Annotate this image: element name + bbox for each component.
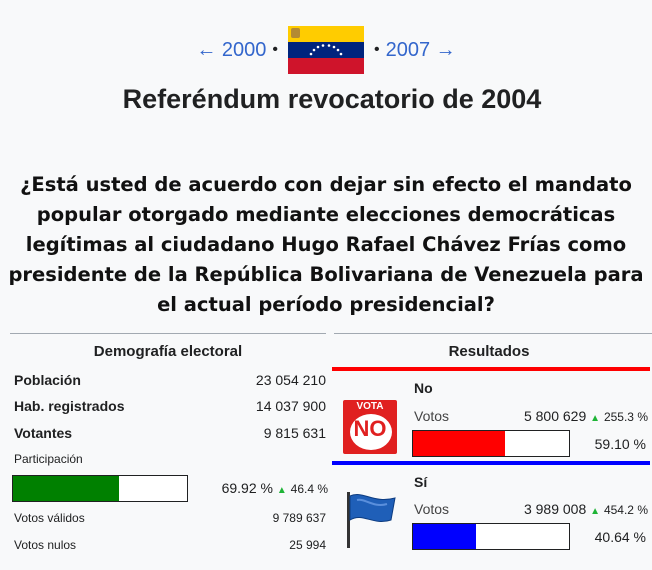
- venezuela-flag-icon: [288, 26, 364, 74]
- si-votos-label: Votos: [414, 501, 450, 517]
- page-title: Referéndum revocatorio de 2004: [122, 84, 542, 114]
- poblacion-label: Población: [14, 372, 81, 388]
- si-percent-bar-fill: [413, 524, 477, 549]
- referendum-navigation: ← 2000 • • 2007 →: [0, 26, 652, 74]
- referendum-question: ¿Está usted de acuerdo con dejar sin efe…: [8, 173, 644, 316]
- si-votos-value: 3 989 008: [523, 501, 587, 517]
- divider: [10, 333, 326, 334]
- si-option-name: Sí: [414, 474, 428, 490]
- no-percent-bar: [412, 430, 570, 457]
- si-votos-stats: 3 989 008 ▲ 454.2 %: [470, 501, 648, 517]
- no-votos-change: 255.3 %: [603, 410, 648, 424]
- participacion-stats: 69.92 % ▲ 46.4 %: [190, 480, 328, 496]
- no-votos-label: Votos: [414, 408, 450, 424]
- no-votos-value: 5 800 629: [523, 408, 587, 424]
- participacion-label: Participación: [14, 452, 83, 466]
- nav-separator: •: [374, 41, 380, 58]
- votantes-label: Votantes: [14, 425, 73, 441]
- up-arrow-icon: ▲: [276, 485, 287, 496]
- no-percent: 59.10 %: [594, 436, 646, 452]
- up-arrow-icon: ▲: [590, 506, 601, 517]
- participacion-change: 46.4 %: [290, 482, 328, 496]
- no-percent-bar-fill: [413, 431, 506, 456]
- si-votos-change: 454.2 %: [603, 503, 648, 517]
- no-option-name: No: [414, 380, 433, 396]
- blue-flag-icon: [343, 490, 401, 555]
- registrados-label: Hab. registrados: [14, 398, 125, 414]
- nulos-label: Votos nulos: [14, 538, 77, 552]
- previous-referendum-link[interactable]: ← 2000: [196, 38, 267, 61]
- registrados-value: 14 037 900: [255, 398, 326, 414]
- participacion-bar: [12, 475, 188, 502]
- nulos-value: 25 994: [289, 538, 326, 552]
- poblacion-value: 23 054 210: [255, 372, 326, 388]
- participacion-value: 69.92 %: [221, 480, 273, 496]
- si-percent: 40.64 %: [594, 529, 646, 545]
- validos-label: Votos válidos: [14, 511, 85, 525]
- participacion-bar-fill: [13, 476, 120, 501]
- vota-no-icon: VOTA NO: [343, 400, 397, 454]
- no-votos-stats: 5 800 629 ▲ 255.3 %: [470, 408, 648, 424]
- up-arrow-icon: ▲: [590, 413, 601, 424]
- si-color-line: [332, 461, 650, 465]
- no-color-line: [332, 367, 650, 371]
- demografia-heading: Demografía electoral: [93, 343, 243, 360]
- divider: [334, 333, 652, 334]
- nav-separator: •: [272, 41, 278, 58]
- resultados-heading: Resultados: [448, 343, 530, 360]
- next-referendum-link[interactable]: 2007 →: [385, 38, 456, 61]
- votantes-value: 9 815 631: [263, 425, 326, 441]
- si-percent-bar: [412, 523, 570, 550]
- validos-value: 9 789 637: [272, 511, 326, 525]
